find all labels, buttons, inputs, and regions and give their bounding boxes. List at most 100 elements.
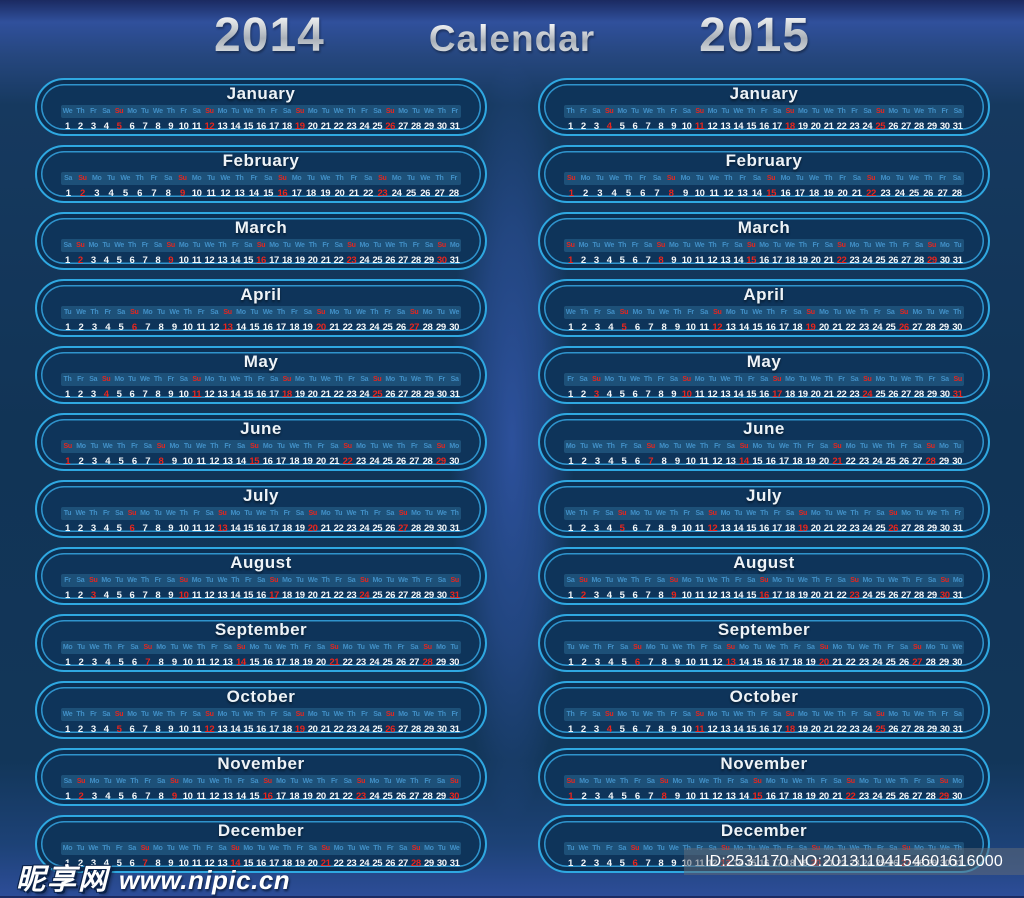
day-number: 30 (449, 656, 460, 668)
day-number: 11 (191, 388, 202, 400)
weekday-label: Mo (385, 376, 395, 383)
weekday-label: Mo (101, 577, 111, 584)
day-number: 20 (316, 455, 326, 467)
day-number: 13 (217, 254, 228, 266)
weekday-label: Th (76, 711, 85, 718)
weekday-label: Mo (643, 845, 653, 852)
weekday-label: We (784, 242, 795, 249)
day-number: 27 (937, 187, 948, 199)
weekday-row: We Th Fr Sa Su Mo Tu We Th Fr Sa Su Mo Tu We Th Fr Sa Su Mo… (564, 507, 964, 520)
day-number: 22 (836, 522, 847, 534)
weekday-label: Sa (876, 510, 885, 517)
weekday-label: Su (913, 644, 922, 651)
weekday-label: Th (166, 711, 175, 718)
weekday-label: Su (278, 175, 287, 182)
weekday-label: Sa (952, 175, 961, 182)
day-number: 19 (805, 656, 816, 668)
day-number: 22 (845, 656, 856, 668)
day-number: 18 (289, 656, 300, 668)
day-number: 31 (449, 254, 460, 266)
day-number: 7 (648, 790, 654, 802)
day-number: 15 (746, 522, 757, 534)
weekday-label: Fr (594, 309, 601, 316)
weekday-label: Sa (592, 711, 601, 718)
day-number: 8 (661, 455, 667, 467)
day-number: 17 (772, 388, 782, 400)
weekday-label: Mo (291, 175, 302, 182)
weekday-label: Mo (356, 443, 366, 450)
weekday-label: Fr (270, 711, 278, 718)
weekday-label: We (809, 175, 819, 182)
day-number: 24 (862, 723, 873, 735)
weekday-label: Sa (330, 443, 339, 450)
day-number: 13 (725, 790, 736, 802)
day-number: 22 (845, 455, 856, 467)
day-number: 16 (765, 790, 776, 802)
day-number: 17 (269, 857, 279, 869)
weekday-label: Th (257, 711, 266, 718)
weekday-label: Mo (888, 711, 898, 718)
day-number: 21 (823, 120, 834, 132)
weekday-label: Mo (819, 309, 829, 316)
weekday-label: Tu (166, 845, 175, 852)
weekday-label: Sa (192, 711, 201, 718)
day-number: 30 (952, 790, 963, 802)
weekday-label: Tu (157, 309, 165, 316)
day-number: 18 (784, 388, 795, 400)
day-number: 29 (423, 522, 434, 534)
weekday-label: We (449, 309, 460, 316)
day-number: 17 (772, 723, 782, 735)
day-number: 24 (862, 388, 873, 400)
day-number: 4 (105, 321, 111, 333)
weekday-label: Mo (759, 242, 769, 249)
day-number: 3 (594, 455, 600, 467)
weekday-label: Fr (304, 644, 311, 651)
day-number: 23 (858, 656, 869, 668)
day-number: 14 (733, 522, 744, 534)
weekday-label: Th (210, 443, 219, 450)
weekday-label: Fr (64, 577, 71, 584)
weekday-label: We (289, 443, 300, 450)
weekday-label: Fr (928, 376, 936, 383)
day-number: 23 (346, 857, 357, 869)
weekday-label: Mo (672, 778, 683, 785)
weekday-label: Sa (128, 845, 136, 852)
day-number: 21 (823, 723, 834, 735)
weekday-label: We (952, 644, 963, 651)
weekday-label: Th (798, 242, 807, 249)
weekday-label: Fr (639, 175, 646, 182)
weekday-label: We (872, 443, 883, 450)
weekday-label: Sa (566, 577, 575, 584)
day-number: 30 (436, 388, 447, 400)
weekday-label: Sa (656, 577, 665, 584)
day-number: 1 (568, 321, 574, 333)
weekday-label: Th (592, 845, 601, 852)
weekday-label: We (294, 242, 305, 249)
weekday-row: Su Mo Tu We Th Fr Sa Su Mo Tu We Th Fr Sa Su Mo Tu We Th Fr… (61, 440, 461, 453)
day-number: 28 (914, 522, 924, 534)
weekday-label: Th (153, 376, 162, 383)
day-number: 15 (243, 388, 254, 400)
day-number: 6 (131, 790, 137, 802)
day-number: 25 (382, 656, 393, 668)
weekday-label: Sa (752, 175, 761, 182)
day-number: 30 (436, 857, 447, 869)
weekday-label: We (204, 242, 215, 249)
weekday-label: Fr (620, 443, 628, 450)
day-number: 2 (581, 455, 587, 467)
day-number: 9 (671, 723, 677, 735)
day-number: 16 (256, 522, 266, 534)
weekday-label: We (810, 376, 821, 383)
weekday-label: Su (940, 577, 950, 584)
weekday-label: Sa (695, 510, 704, 517)
day-number: 3 (597, 187, 603, 199)
weekday-label: Th (837, 108, 846, 115)
weekday-label: Mo (127, 711, 137, 718)
day-number: 23 (849, 388, 860, 400)
day-number: 2 (580, 388, 586, 400)
day-number: 28 (411, 723, 421, 735)
